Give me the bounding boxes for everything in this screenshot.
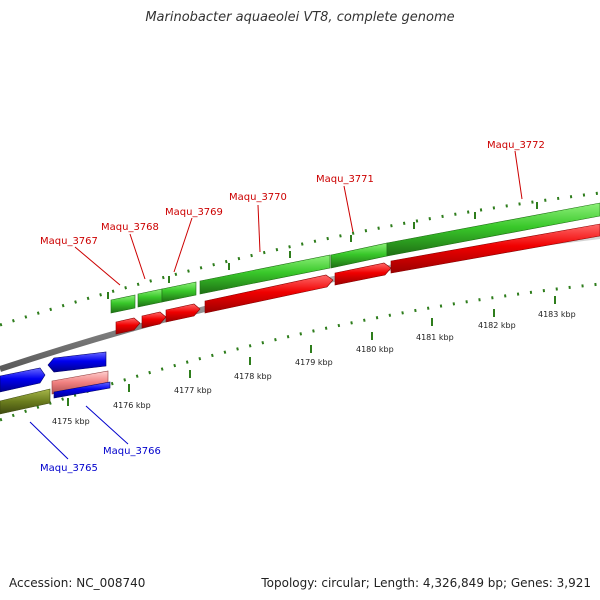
cds-arrow-3766[interactable] — [47, 351, 107, 373]
gene-bar-3772[interactable] — [386, 202, 600, 257]
kbp-label: 4183 kbp — [538, 310, 576, 319]
cds-arrow-3769[interactable] — [165, 303, 201, 323]
map-title: Marinobacter aquaeolei VT8, complete gen… — [145, 10, 455, 25]
reverse-gene-labels: Maqu_3765 Maqu_3766 — [40, 446, 161, 474]
outer-tick-dots — [0, 191, 600, 327]
gene-label-maqu-3772[interactable]: Maqu_3772 — [487, 140, 545, 151]
gene-label-maqu-3768[interactable]: Maqu_3768 — [101, 222, 159, 233]
cds-arrow-3768[interactable] — [141, 311, 167, 329]
cds-arrow-3770[interactable] — [204, 274, 334, 314]
gene-label-maqu-3769[interactable]: Maqu_3769 — [165, 207, 223, 218]
reverse-leader-lines — [29, 405, 129, 460]
gene-bar-3768[interactable] — [137, 288, 163, 308]
kbp-label: 4179 kbp — [295, 358, 333, 367]
genome-backbone — [0, 233, 600, 372]
kbp-label: 4180 kbp — [356, 345, 394, 354]
cds-arrow-3765[interactable] — [0, 367, 46, 393]
reverse-features — [0, 351, 111, 415]
gene-bar-3770[interactable] — [199, 254, 331, 295]
kbp-tick-labels: 4175 kbp 4176 kbp 4177 kbp 4178 kbp 4179… — [52, 310, 576, 426]
genome-summary-text: Topology: circular; Length: 4,326,849 bp… — [261, 576, 591, 590]
forward-gene-bars — [110, 202, 600, 314]
gene-bar-3769[interactable] — [161, 281, 197, 303]
forward-leader-lines — [74, 150, 523, 286]
gene-label-maqu-3766[interactable]: Maqu_3766 — [103, 446, 161, 457]
kbp-label: 4177 kbp — [174, 386, 212, 395]
gene-bar-3767[interactable] — [110, 294, 136, 314]
gene-label-maqu-3767[interactable]: Maqu_3767 — [40, 236, 98, 247]
kbp-label: 4175 kbp — [52, 417, 90, 426]
cds-arrow-3772[interactable] — [390, 223, 600, 274]
gene-label-maqu-3765[interactable]: Maqu_3765 — [40, 463, 98, 474]
outer-major-ticks — [107, 202, 538, 299]
kbp-label: 4176 kbp — [113, 401, 151, 410]
gene-bar-3766-blue[interactable] — [53, 381, 111, 399]
cds-arrow-3767[interactable] — [115, 317, 141, 335]
cds-arrow-3771[interactable] — [334, 262, 392, 286]
kbp-label: 4178 kbp — [234, 372, 272, 381]
kbp-label: 4182 kbp — [478, 321, 516, 330]
inner-tick-dots — [0, 282, 600, 422]
gene-label-maqu-3770[interactable]: Maqu_3770 — [229, 192, 287, 203]
accession-text: Accession: NC_008740 — [9, 576, 146, 590]
gene-bar-3765[interactable] — [0, 388, 51, 415]
forward-cds-arrows — [115, 223, 600, 335]
kbp-label: 4181 kbp — [416, 333, 454, 342]
gene-label-maqu-3771[interactable]: Maqu_3771 — [316, 174, 374, 185]
inner-major-ticks — [67, 296, 556, 406]
forward-gene-labels: Maqu_3767 Maqu_3768 Maqu_3769 Maqu_3770 … — [40, 140, 545, 247]
